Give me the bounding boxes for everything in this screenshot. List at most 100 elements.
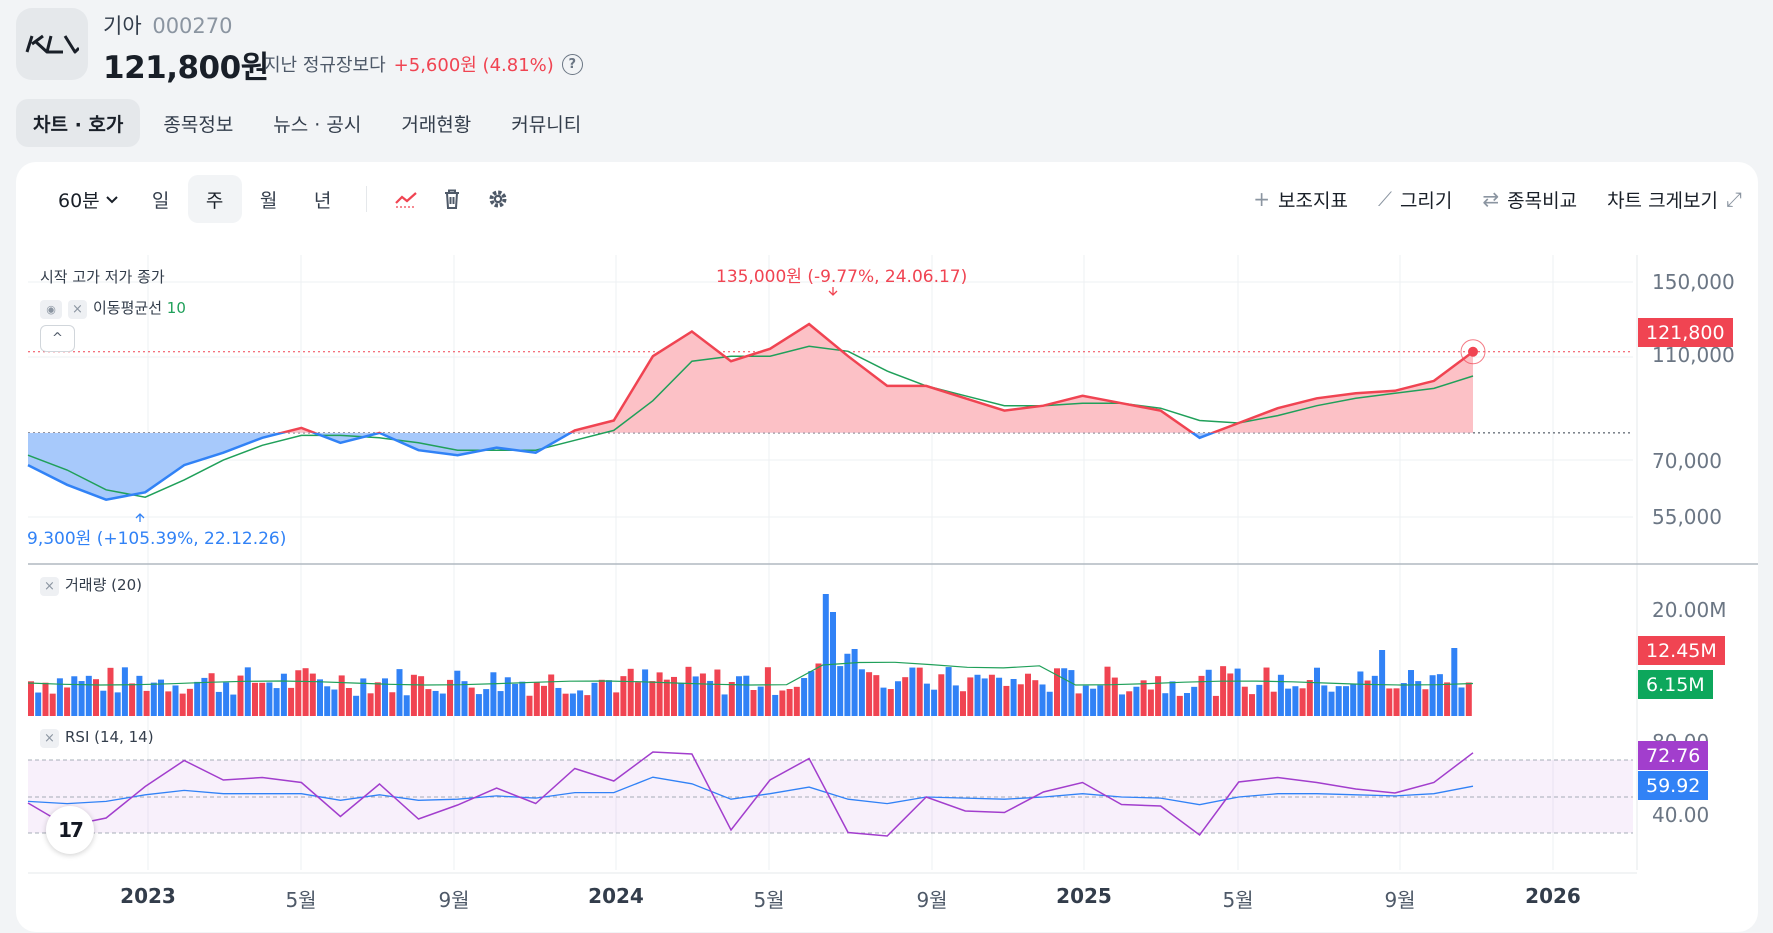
x-axis-label: 2025	[1056, 884, 1112, 908]
price-axis-label: 110,000	[1652, 343, 1735, 367]
volume-bar	[772, 694, 779, 716]
volume-badge: 12.45M	[1638, 636, 1725, 665]
volume-bar	[360, 678, 367, 716]
eye-off-icon[interactable]: ◉	[40, 300, 62, 319]
chevron-down-icon	[105, 196, 118, 204]
volume-bar	[996, 677, 1003, 716]
tab-stock-info[interactable]: 종목정보	[163, 113, 234, 136]
volume-bar	[613, 692, 620, 716]
x-axis-label: 2026	[1525, 884, 1581, 908]
period-day[interactable]: 일	[151, 189, 170, 212]
stock-price: 121,800원	[103, 50, 269, 86]
volume-bar	[1350, 683, 1357, 716]
volume-bar	[1364, 680, 1371, 716]
volume-bar	[302, 668, 309, 716]
volume-bar	[678, 682, 685, 716]
volume-bar	[1451, 648, 1458, 716]
line-chart-icon[interactable]	[383, 176, 429, 222]
volume-bar	[526, 695, 533, 716]
volume-bar	[367, 693, 374, 716]
high-annotation: 135,000원 (-9.77%, 24.06.17)	[716, 267, 968, 287]
volume-bar	[1032, 680, 1039, 716]
ma-legend: ◉ × 이동평균선 10	[40, 297, 186, 319]
volume-bar	[244, 667, 251, 716]
volume-bar	[165, 691, 172, 716]
volume-bar	[288, 687, 295, 716]
gear-icon[interactable]	[475, 176, 521, 222]
toolbar-divider	[365, 186, 367, 212]
tab-news[interactable]: 뉴스 · 공시	[273, 113, 362, 136]
volume-bar	[1335, 686, 1342, 716]
volume-bar	[902, 677, 909, 716]
volume-bar	[158, 679, 164, 716]
volume-bar	[1003, 685, 1010, 716]
volume-bar	[620, 676, 627, 716]
trash-icon[interactable]	[429, 176, 475, 222]
period-year[interactable]: 년	[313, 189, 332, 212]
price-axis-label: 70,000	[1652, 449, 1722, 473]
volume-bar	[1408, 670, 1414, 716]
tradingview-logo[interactable]: 17	[46, 806, 94, 854]
volume-axis-label: 20.00M	[1652, 598, 1727, 622]
volume-bar	[1270, 691, 1277, 716]
indicator-button[interactable]: + 보조지표	[1253, 187, 1348, 212]
expand-chart-button[interactable]: 차트 크게보기 ⤢	[1607, 187, 1742, 212]
x-axis-label: 2023	[120, 884, 176, 908]
tab-chart[interactable]: 차트 · 호가	[16, 99, 141, 147]
volume-bar	[1184, 693, 1190, 716]
stock-name: 기아 000270	[103, 14, 233, 38]
volume-bar	[548, 674, 555, 716]
volume-bar	[396, 669, 403, 716]
volume-bar	[1422, 689, 1429, 716]
volume-bar	[107, 667, 114, 716]
volume-bar	[1306, 680, 1313, 716]
volume-bar	[143, 690, 150, 716]
volume-bar	[1400, 683, 1407, 716]
tab-community[interactable]: 커뮤니티	[511, 113, 582, 136]
rsi-band	[28, 760, 1633, 833]
compare-button[interactable]: ⇄ 종목비교	[1482, 187, 1578, 212]
volume-bar	[454, 670, 461, 716]
rsi-signal-line	[27, 776, 1474, 806]
volume-bar	[1415, 681, 1422, 716]
volume-bar	[345, 687, 352, 716]
volume-bar	[1205, 669, 1212, 716]
ohlc-legend: 시작 고가 저가 종가	[40, 268, 165, 286]
collapse-legend-button[interactable]: ^	[40, 325, 75, 352]
volume-bar	[64, 687, 71, 716]
rsi-signal-badge: 59.92	[1638, 771, 1709, 800]
volume-bar	[1133, 686, 1140, 716]
help-icon[interactable]: ?	[561, 53, 583, 75]
volume-bar	[1155, 676, 1162, 716]
x-axis-label: 5월	[753, 888, 785, 912]
volume-bar	[1343, 686, 1349, 716]
volume-bar	[1010, 678, 1017, 716]
volume-bar	[916, 667, 923, 716]
volume-bar	[136, 675, 143, 716]
volume-bar	[541, 685, 547, 716]
volume-bar	[757, 686, 764, 716]
volume-bar	[1147, 689, 1154, 716]
volume-bar	[1111, 677, 1118, 716]
close-icon[interactable]: ×	[40, 577, 59, 596]
close-icon[interactable]: ×	[40, 729, 59, 748]
close-icon[interactable]: ×	[68, 300, 87, 319]
volume-bar	[1393, 688, 1400, 716]
volume-bar	[1277, 674, 1284, 716]
volume-bar	[194, 681, 201, 716]
volume-bar	[685, 666, 692, 716]
volume-bar	[598, 679, 605, 716]
period-week[interactable]: 주	[187, 175, 242, 223]
volume-bar	[656, 672, 663, 716]
interval-label: 60분	[58, 189, 100, 212]
volume-bar	[179, 693, 186, 716]
period-month[interactable]: 월	[259, 189, 278, 212]
tab-trading[interactable]: 거래현황	[401, 113, 472, 136]
volume-bar	[483, 689, 490, 716]
volume-bar	[1025, 673, 1031, 716]
interval-dropdown[interactable]: 60분	[32, 175, 134, 223]
low-marker	[135, 513, 145, 522]
draw-button[interactable]: ⟋ 그리기	[1377, 187, 1453, 212]
volume-bar	[627, 668, 634, 716]
